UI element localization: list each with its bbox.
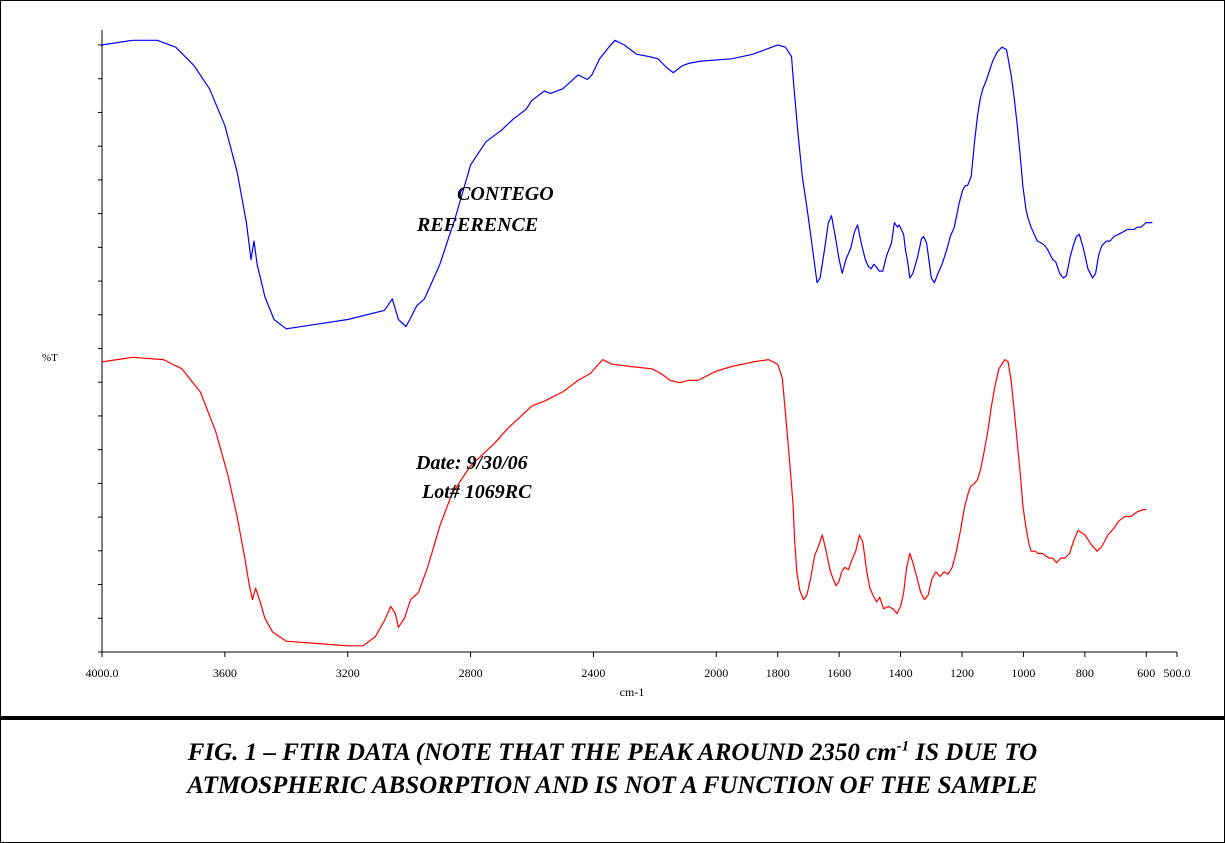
x-tick-label: 1000 [1011, 666, 1035, 680]
x-tick-label: 1200 [950, 666, 974, 680]
figure-caption: FIG. 1 – FTIR DATA (NOTE THAT THE PEAK A… [0, 736, 1225, 802]
chart-series [101, 39, 1153, 647]
x-axis-label: cm-1 [620, 685, 645, 699]
x-tick-label: 800 [1076, 666, 1094, 680]
y-axis-label: %T [42, 352, 58, 364]
caption-line-1-text: FIG. 1 – FTIR DATA (NOTE THAT THE PEAK A… [187, 739, 897, 766]
caption-superscript: -1 [896, 738, 910, 755]
ftir-chart: 4000.0 3600 3200 2800 2400 2000 1800 1600 1400 12… [42, 30, 1191, 699]
sample-annotation-line1: Date: 9/30/06 [415, 452, 528, 474]
x-tick-label: 500.0 [1164, 666, 1191, 680]
caption-divider [0, 716, 1225, 720]
x-tick-label: 4000.0 [86, 666, 119, 680]
x-tick-label: 2000 [704, 666, 728, 680]
x-tick-label: 1800 [766, 666, 790, 680]
sample-annotation-line2: Lot# 1069RC [421, 481, 532, 503]
x-tick-label: 600 [1137, 666, 1155, 680]
chart-axes: 4000.0 3600 3200 2800 2400 2000 1800 1600 1400 12… [86, 30, 1191, 680]
reference-annotation-line1: CONTEGO [457, 183, 554, 205]
caption-line-2: ATMOSPHERIC ABSORPTION AND IS NOT A FUNC… [187, 772, 1038, 799]
x-tick-label: 3200 [336, 666, 360, 680]
caption-line-1-suffix: IS DUE TO [909, 739, 1038, 766]
series-line-1 [101, 356, 1147, 647]
reference-annotation: CONTEGO REFERENCE [416, 183, 554, 236]
x-tick-label: 3600 [213, 666, 237, 680]
x-tick-label: 2800 [459, 666, 483, 680]
x-tick-label: 1600 [827, 666, 851, 680]
sample-annotation: Date: 9/30/06 Lot# 1069RC [415, 452, 532, 503]
x-tick-label: 2400 [581, 666, 605, 680]
caption-line-1: FIG. 1 – FTIR DATA (NOTE THAT THE PEAK A… [0, 736, 1225, 769]
reference-annotation-line2: REFERENCE [416, 214, 538, 236]
x-tick-label: 1400 [889, 666, 913, 680]
series-line-0 [101, 39, 1153, 330]
